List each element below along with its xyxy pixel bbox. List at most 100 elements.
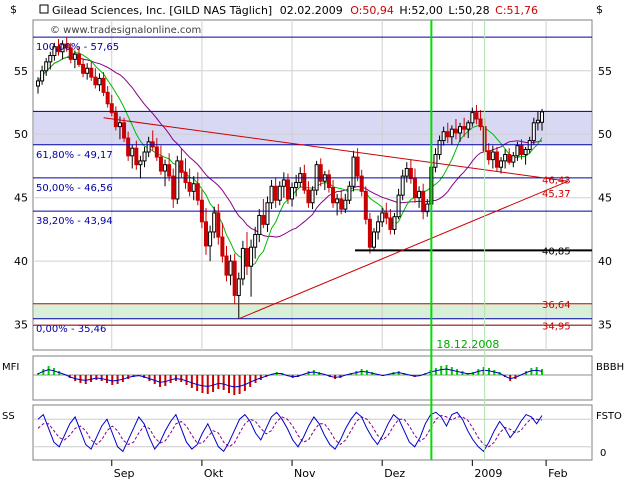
candle-body <box>68 47 73 60</box>
candle-body <box>453 128 458 134</box>
date-marker-label: 18.12.2008 <box>436 338 499 351</box>
downtrend-line <box>103 117 569 182</box>
y-tick-label-left: 55 <box>14 65 28 78</box>
candle-body <box>421 190 426 213</box>
candle-body <box>339 198 344 210</box>
y-tick-label-right: 45 <box>598 192 612 205</box>
candle-body <box>52 46 57 57</box>
watermark: © www.tradesignalonline.com <box>50 25 201 36</box>
candle-body <box>212 212 217 233</box>
y-tick-label-right: 50 <box>598 128 612 141</box>
support-zone <box>34 303 591 319</box>
y-tick-label-right: 55 <box>598 65 612 78</box>
candle-body <box>138 160 143 166</box>
fib-label: 100,00% - 57,65 <box>36 42 119 53</box>
candle-body <box>175 160 180 200</box>
x-tick-label: Dez <box>384 467 405 480</box>
candle-body <box>257 214 262 235</box>
price-level-label: 34,95 <box>542 321 571 332</box>
candle-body <box>478 118 483 128</box>
candle-body <box>462 126 467 130</box>
candle-body <box>158 156 163 172</box>
candle-body <box>540 111 544 123</box>
symbol-name: Gilead Sciences, Inc. [GILD NAS Täglich]… <box>52 4 538 17</box>
candle-body <box>412 178 417 199</box>
candle-body <box>523 148 528 156</box>
candle-body <box>195 183 200 201</box>
candle-body <box>134 147 139 166</box>
candle-body <box>335 198 340 204</box>
candle-body <box>277 185 282 201</box>
candle-body <box>331 187 336 204</box>
candle-body <box>101 77 106 93</box>
candle-body <box>187 181 192 192</box>
candle-body <box>499 160 504 168</box>
candle-body <box>474 112 479 120</box>
candle-body <box>228 260 233 276</box>
candle-body <box>503 154 508 162</box>
candle-body <box>384 212 389 219</box>
candle-body <box>167 164 172 177</box>
candle-body <box>240 247 245 280</box>
sto-panel <box>32 404 593 461</box>
sto-label: SS <box>2 411 15 422</box>
candle-body <box>97 77 102 86</box>
price-level-label: 40,85 <box>542 246 571 257</box>
fib-label: 38,20% - 43,94 <box>36 216 113 227</box>
fib-label: 61,80% - 49,17 <box>36 150 113 161</box>
candle-body <box>36 80 40 87</box>
candle-body <box>347 185 352 201</box>
quote-date: 02.02.2009 <box>280 4 343 17</box>
candle-body <box>380 212 385 223</box>
candle-body <box>531 122 536 142</box>
candle-body <box>40 70 45 82</box>
candle-body <box>392 216 397 230</box>
candle-body <box>130 147 135 157</box>
candle-body <box>281 179 286 187</box>
candle-body <box>142 151 147 162</box>
candle-body <box>85 67 90 74</box>
candle-body <box>486 150 491 161</box>
candle-body <box>359 175 364 192</box>
y-tick-label-left: 50 <box>14 128 28 141</box>
candle-body <box>449 128 454 138</box>
quote-close: C:51,76 <box>495 4 538 17</box>
candle-body <box>351 156 356 187</box>
candle-body <box>388 217 393 230</box>
candle-body <box>437 140 442 156</box>
candle-body <box>117 122 122 128</box>
candle-body <box>261 214 266 225</box>
main-panel <box>32 19 593 351</box>
candle-body <box>535 119 540 124</box>
candle-body <box>93 76 98 86</box>
sto-slow-line <box>37 414 543 448</box>
candle-body <box>326 174 331 189</box>
candle-body <box>290 187 295 200</box>
candle-body <box>208 231 213 247</box>
candle-body <box>171 175 176 200</box>
candle-body <box>81 63 86 74</box>
uptrend-line <box>238 180 569 320</box>
candle-body <box>44 61 49 72</box>
quote-low: L:50,28 <box>448 4 489 17</box>
x-tick-label: 2009 <box>474 467 502 480</box>
candle-body <box>310 189 315 204</box>
candle-body <box>220 236 225 257</box>
sto-fast-line <box>37 411 543 453</box>
candle-body <box>244 247 249 267</box>
y-tick-label-left: 40 <box>14 255 28 268</box>
y-tick-label-left: 35 <box>14 319 28 332</box>
candle-body <box>126 137 131 157</box>
mfi-line <box>37 368 543 388</box>
candle-body <box>470 112 475 124</box>
candle-body <box>273 185 278 201</box>
candle-body <box>72 53 77 60</box>
x-tick-label: Okt <box>204 467 224 480</box>
candle-body <box>224 255 229 276</box>
mfi-right-label: BBBH <box>596 362 624 373</box>
candle-body <box>519 145 524 156</box>
candle-body <box>511 155 516 163</box>
candle-body <box>404 168 409 177</box>
x-tick-label: Feb <box>548 467 567 480</box>
price-level-label: 36,64 <box>542 300 571 311</box>
